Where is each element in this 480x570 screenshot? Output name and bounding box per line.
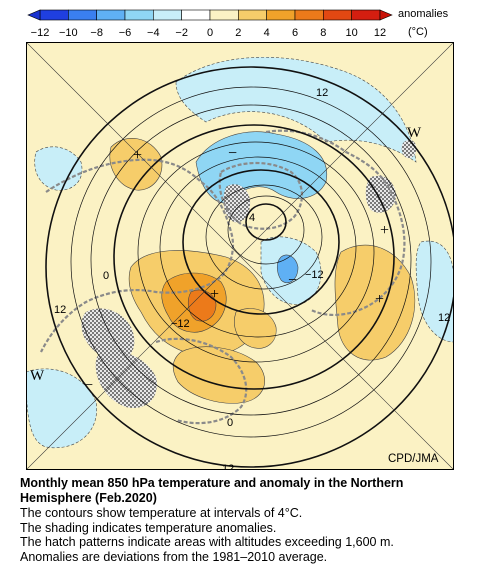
- contour-labels: 12 4 0 −12 −12 12 12 0 12: [54, 87, 450, 470]
- color-scale-tick-label: −2: [175, 27, 188, 39]
- anomaly-warm-north-america: [334, 244, 416, 361]
- caption: Monthly mean 850 hPa temperature and ano…: [20, 476, 470, 564]
- coastline-eurasia: [40, 158, 235, 353]
- contour-label: 12: [438, 312, 450, 324]
- sign-minus: −: [84, 377, 93, 394]
- anomaly-signs: W W + + + + − − −: [30, 125, 422, 394]
- anomaly-warm-siberia: [109, 138, 163, 191]
- caption-line-hatch: The hatch patterns indicate areas with a…: [20, 535, 394, 549]
- sign-w-east: W: [407, 125, 422, 141]
- anomaly-cold-labrador: [276, 254, 299, 284]
- terrain-tibet-south: [95, 350, 157, 408]
- caption-title-line1: Monthly mean 850 hPa temperature and ano…: [20, 476, 404, 490]
- contour-label: 0: [227, 417, 233, 429]
- anomaly-cold-atlantic: [415, 240, 454, 343]
- color-scale-tick-label: −4: [147, 27, 160, 39]
- color-scale-cell: [209, 9, 239, 21]
- anomaly-color-scale: −12 −10 −8 −6 −4 −2 0 2 4 6 8 10 12 anomalies (°C): [27, 8, 449, 39]
- color-scale-tick-label: 2: [235, 27, 241, 39]
- color-scale-tick-label: −12: [31, 27, 50, 39]
- color-scale-cell: [124, 9, 154, 21]
- color-scale-cell: [266, 9, 296, 21]
- sign-plus: +: [380, 222, 389, 239]
- anomaly-cold-north-pacific-rim: [175, 56, 417, 163]
- color-scale-cell: [153, 9, 182, 21]
- color-scale-cell: [294, 9, 324, 21]
- sign-w-west: W: [30, 368, 45, 384]
- scale-left-arrow: [27, 9, 41, 21]
- contour-label: −12: [171, 318, 190, 330]
- color-scale-cell: [68, 9, 97, 21]
- color-scale-cell: [351, 9, 381, 21]
- caption-line-contours: The contours show temperature at interva…: [20, 506, 303, 520]
- scale-unit: (°C): [408, 26, 428, 38]
- contour-label: 12: [54, 304, 66, 316]
- sign-plus: +: [375, 291, 384, 308]
- map-frame: [26, 42, 454, 470]
- sign-plus: +: [210, 286, 219, 303]
- color-scale-tick-label: −10: [59, 27, 78, 39]
- contour-label: −12: [305, 269, 324, 281]
- color-scale-cell: [96, 9, 126, 21]
- coastline-arctic: [218, 162, 303, 230]
- caption-title-line2: Hemisphere (Feb.2020): [20, 491, 157, 505]
- anomaly-cold-east-asia: [34, 146, 83, 191]
- sign-plus: +: [133, 147, 142, 164]
- coastline-africa: [155, 337, 248, 425]
- color-scale-tick-label: 6: [292, 27, 298, 39]
- contour-label: 0: [103, 270, 109, 282]
- sign-minus: −: [228, 145, 237, 162]
- contour-label: 12: [316, 87, 328, 99]
- polar-map: 12 4 0 −12 −12 12 12 0 12 W W + + + + − …: [26, 42, 454, 470]
- scale-title: anomalies: [398, 8, 449, 20]
- color-scale-cell: [181, 9, 211, 21]
- color-scale-cell: [39, 9, 69, 21]
- color-scale-tick-label: −6: [119, 27, 132, 39]
- color-scale-cells: [39, 9, 381, 21]
- contour-label: 4: [249, 212, 255, 224]
- color-scale-cell: [323, 9, 352, 21]
- scale-right-arrow: [379, 9, 393, 21]
- anomaly-cold-pacific-south: [26, 368, 97, 449]
- color-scale-tick-label: 4: [264, 27, 270, 39]
- color-scale-tick-label: 0: [207, 27, 213, 39]
- color-scale-tick-label: 12: [374, 27, 386, 39]
- color-scale-tick-label: 10: [346, 27, 358, 39]
- map-credit: CPD/JMA: [388, 453, 439, 465]
- temperature-contours: [45, 66, 454, 468]
- caption-line-anomalies: Anomalies are deviations from the 1981–2…: [20, 549, 328, 564]
- color-scale-tick-label: 8: [320, 27, 326, 39]
- color-scale-tick-label: −8: [90, 27, 103, 39]
- caption-line-shading: The shading indicates temperature anomal…: [20, 520, 277, 535]
- color-scale-ticks: −12 −10 −8 −6 −4 −2 0 2 4 6 8 10 12: [31, 27, 386, 39]
- anomaly-warm-middle-east: [234, 308, 277, 349]
- terrain-rockies: [365, 175, 396, 213]
- contour-label: 12: [222, 463, 234, 470]
- terrain-tibet: [81, 308, 135, 361]
- graticule: [26, 42, 454, 470]
- coastline-north-america: [265, 129, 406, 316]
- color-scale-cell: [238, 9, 267, 21]
- sign-minus: −: [288, 272, 297, 289]
